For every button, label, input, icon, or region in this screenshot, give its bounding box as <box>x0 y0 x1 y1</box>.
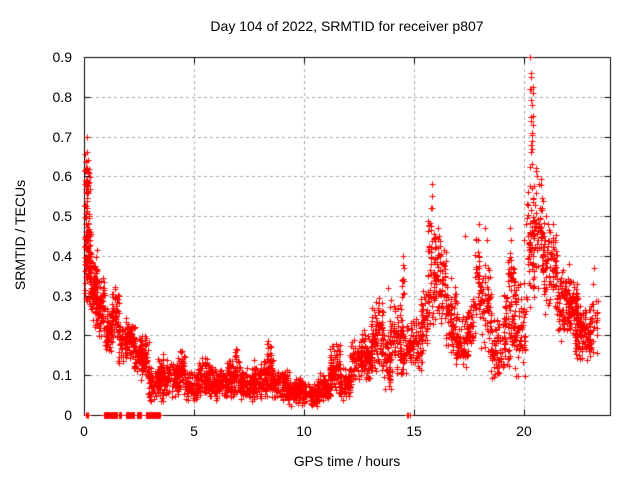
y-tick-label: 0.3 <box>52 287 72 304</box>
y-tick-label: 0.8 <box>52 88 72 105</box>
y-tick-label: 0.2 <box>52 327 72 344</box>
y-tick-label: 0.9 <box>52 49 72 65</box>
x-axis-label: GPS time / hours <box>293 453 401 469</box>
y-tick-label: 0.7 <box>52 128 72 145</box>
chart-title: Day 104 of 2022, SRMTID for receiver p80… <box>210 18 484 34</box>
x-tick-label: 5 <box>190 423 198 439</box>
y-tick-label: 0.1 <box>52 367 72 384</box>
y-tick-label: 0.6 <box>52 168 72 185</box>
y-axis-label: SRMTID / TECUs <box>12 179 28 291</box>
y-tick-label: 0.5 <box>52 208 72 225</box>
y-tick-label: 0.4 <box>52 247 72 264</box>
x-tick-label: 20 <box>516 423 532 439</box>
x-tick-label: 10 <box>296 423 312 439</box>
x-tick-label: 15 <box>406 423 422 439</box>
x-tick-label: 0 <box>80 423 88 439</box>
y-tick-label: 0 <box>64 407 72 423</box>
